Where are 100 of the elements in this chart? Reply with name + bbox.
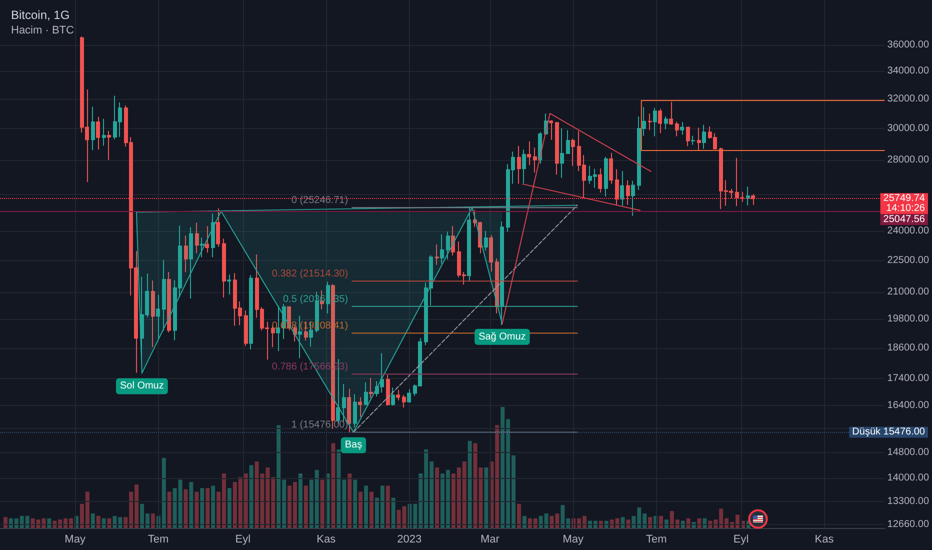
y-tick-label: 12660.00 (887, 518, 930, 530)
y-tick-label: 16400.00 (887, 400, 930, 412)
y-tick-label: 14000.00 (887, 472, 930, 484)
candlestick (446, 231, 450, 260)
candlestick (364, 382, 368, 406)
candlestick (702, 124, 706, 150)
candlestick (216, 208, 220, 248)
bar (96, 516, 100, 528)
x-tick-label: Kas (316, 534, 336, 546)
bar (522, 516, 526, 528)
bar (348, 474, 352, 528)
y-tick-label: 24000.00 (887, 225, 930, 236)
bar (3, 517, 8, 528)
bar (680, 520, 685, 528)
series-label: 0.382 (21514.30) (272, 268, 348, 280)
chart-title: Hacim · BTC (11, 24, 74, 36)
y-tick-label: 18600.00 (887, 342, 930, 354)
bar (189, 482, 194, 528)
candlestick (107, 130, 111, 160)
candlestick (440, 234, 444, 264)
x-tick-label: Eyl (235, 534, 251, 546)
ref-line-label: 25047.56 (883, 214, 926, 226)
text: Bitcoin, 1G (11, 8, 70, 22)
candlestick (675, 121, 679, 137)
x-tick-label: 2023 (397, 534, 422, 546)
candlestick (200, 237, 204, 258)
bar (320, 480, 324, 528)
bar (353, 480, 358, 528)
ref-line-label: Düşük 15476.00 (852, 426, 926, 438)
candlestick (402, 394, 406, 408)
candlestick (664, 116, 668, 130)
bar (150, 513, 155, 528)
candlestick (189, 226, 193, 300)
bar (331, 443, 336, 528)
bar (298, 474, 302, 528)
bar (304, 486, 308, 528)
candlestick (517, 145, 521, 184)
bar (484, 468, 488, 528)
y-tick-label: 21000.00 (887, 286, 930, 298)
bar (358, 492, 363, 528)
x-tick-label: Kas (814, 534, 834, 546)
y-tick-label: 14800.00 (887, 447, 930, 458)
y-tick-label: 32000.00 (887, 93, 930, 104)
bar (227, 488, 232, 528)
candlestick (527, 140, 531, 166)
annotation: Baş (344, 440, 362, 451)
candlestick (751, 194, 755, 206)
bar (386, 486, 390, 528)
candlestick (102, 118, 106, 146)
y-tick-label: 36000.00 (887, 39, 930, 50)
candlestick (156, 294, 160, 340)
candlestick (631, 180, 635, 216)
candlestick (680, 122, 684, 136)
bar (435, 468, 440, 528)
candlestick (484, 230, 488, 251)
x-tick-label: May (562, 534, 584, 546)
candlestick (571, 138, 575, 166)
candlestick (549, 120, 553, 140)
candlestick (653, 107, 657, 137)
candlestick (691, 135, 695, 146)
x-tick-label: Mar (480, 534, 500, 546)
candlestick (658, 108, 662, 134)
candlestick (620, 170, 624, 206)
y-tick-label: 28000.00 (887, 154, 930, 166)
bar (659, 516, 664, 528)
candlestick (697, 127, 701, 152)
bar (211, 486, 216, 528)
bar (364, 486, 368, 528)
y-tick-label: 30000.00 (887, 123, 930, 134)
bar (206, 488, 210, 528)
y-tick-label: 17400.00 (887, 372, 930, 384)
candlestick (407, 388, 411, 404)
x-tick-label: May (64, 534, 86, 546)
y-tick-label: 19800.00 (887, 314, 930, 325)
candlestick (396, 389, 400, 401)
bar (249, 465, 254, 528)
candlestick (386, 374, 390, 406)
bar (200, 488, 204, 528)
bar (516, 504, 521, 528)
bar (369, 492, 374, 528)
candlestick (746, 186, 750, 206)
bar (194, 492, 199, 528)
annotation: Sol Omuz (120, 380, 164, 392)
bar (620, 517, 625, 528)
bar (184, 489, 188, 528)
y-tick-label: 13300.00 (887, 496, 930, 508)
candlestick (91, 106, 95, 150)
candlestick (533, 147, 537, 173)
candlestick (604, 156, 608, 197)
candlestick (222, 238, 226, 298)
candlestick (205, 226, 209, 254)
candlestick (566, 130, 570, 155)
x-tick-label: Tem (646, 534, 667, 546)
candlestick (609, 152, 613, 184)
candlestick (298, 315, 302, 359)
annotation: Sağ Omuz (478, 331, 526, 342)
ref-line-label: 25749.74 14:10:26 (883, 193, 926, 214)
candlestick (353, 394, 357, 428)
x-tick-label: Tem (148, 534, 169, 546)
candlestick (555, 122, 559, 176)
